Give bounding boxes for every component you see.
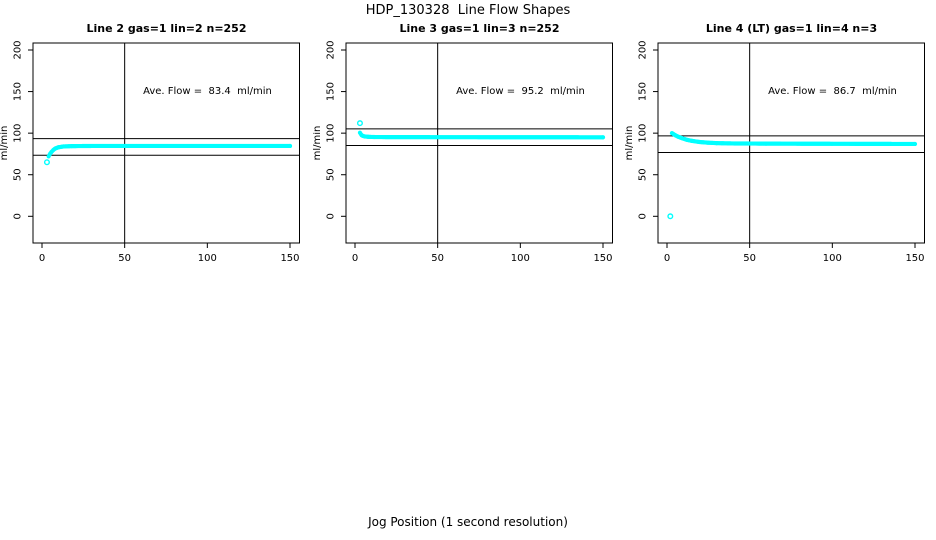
plot-box <box>345 42 613 244</box>
outlier-point <box>356 120 363 127</box>
panel-title: Line 3 gas=1 lin=3 n=252 <box>399 22 560 35</box>
svg-text:50: 50 <box>431 253 444 264</box>
svg-text:50: 50 <box>13 168 24 181</box>
svg-text:100: 100 <box>198 253 217 264</box>
svg-text:50: 50 <box>743 253 756 264</box>
panel-line-2: Line 2 gas=1 lin=2 n=252 0 50 100 150 0 50 100… <box>0 20 312 270</box>
flow-point-band <box>46 143 293 159</box>
ave-flow-annotation: Ave. Flow = 95.2 ml/min <box>456 86 585 97</box>
svg-text:0: 0 <box>352 253 358 264</box>
svg-text:0: 0 <box>664 253 670 264</box>
panel-title: Line 2 gas=1 lin=2 n=252 <box>86 22 247 35</box>
svg-text:150: 150 <box>280 253 299 264</box>
svg-text:150: 150 <box>593 253 612 264</box>
panel-title: Line 4 (LT) gas=1 lin=4 n=3 <box>705 22 878 35</box>
plot-area-svg: 0 50 100 150 0 50 100 150 200 ml/min <box>0 40 300 264</box>
svg-text:150: 150 <box>905 253 924 264</box>
plot-area-svg: 0 50 100 150 0 50 100 150 200 ml/min <box>625 40 925 264</box>
flow-point-band <box>669 131 918 147</box>
ave-flow-annotation: Ave. Flow = 83.4 ml/min <box>143 86 272 97</box>
panel-line-3: Line 3 gas=1 lin=3 n=252 0 50 100 150 0 50 100… <box>313 20 625 270</box>
svg-text:200: 200 <box>326 40 337 59</box>
outlier-point <box>667 213 674 220</box>
svg-text:0: 0 <box>326 213 337 219</box>
figure-title: HDP_130328 Line Flow Shapes <box>365 3 571 18</box>
svg-text:50: 50 <box>638 168 649 181</box>
x-axis-label: Jog Position (1 second resolution) <box>368 515 568 529</box>
svg-text:100: 100 <box>511 253 530 264</box>
svg-text:ml/min: ml/min <box>625 126 635 161</box>
svg-text:100: 100 <box>326 124 337 143</box>
panel-line-4: Line 4 (LT) gas=1 lin=4 n=3 0 50 100 150 0 50… <box>625 20 936 270</box>
plot-box <box>32 42 300 244</box>
svg-text:100: 100 <box>638 124 649 143</box>
svg-text:100: 100 <box>13 124 24 143</box>
svg-text:0: 0 <box>13 213 24 219</box>
svg-text:150: 150 <box>13 82 24 101</box>
svg-text:50: 50 <box>118 253 131 264</box>
svg-text:ml/min: ml/min <box>0 126 10 161</box>
svg-text:0: 0 <box>638 213 649 219</box>
flow-point-band <box>357 130 606 140</box>
plot-box <box>657 42 925 244</box>
data-point <box>912 141 918 147</box>
svg-text:200: 200 <box>638 40 649 59</box>
data-point <box>287 143 293 149</box>
outlier-point <box>43 159 50 166</box>
svg-text:200: 200 <box>13 40 24 59</box>
svg-text:50: 50 <box>326 168 337 181</box>
ave-flow-annotation: Ave. Flow = 86.7 ml/min <box>768 86 897 97</box>
svg-text:0: 0 <box>39 253 45 264</box>
svg-text:ml/min: ml/min <box>313 126 323 161</box>
svg-text:150: 150 <box>326 82 337 101</box>
data-point <box>600 135 606 140</box>
plot-area-svg: 0 50 100 150 0 50 100 150 200 ml/min <box>313 40 613 264</box>
svg-text:100: 100 <box>823 253 842 264</box>
svg-text:150: 150 <box>638 82 649 101</box>
